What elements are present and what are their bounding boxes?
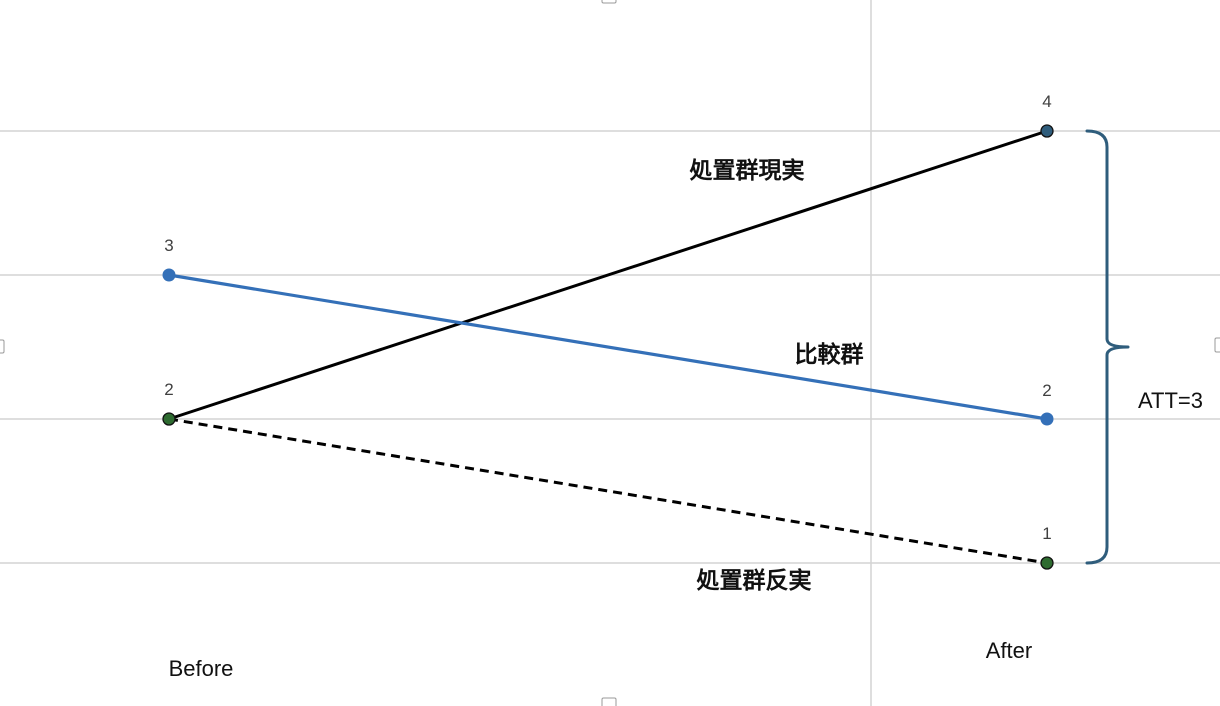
att-brace [1085, 129, 1130, 565]
resize-handle-left[interactable] [0, 339, 5, 354]
series-line-treated-actual [167, 129, 1049, 421]
point-label-comparison-after: 2 [1042, 381, 1051, 400]
x-tick-before: Before [169, 656, 234, 681]
point-label-treated-actual-after: 4 [1042, 92, 1051, 111]
x-tick-after: After [986, 638, 1032, 663]
marker-treated-actual-after [1040, 124, 1054, 138]
point-label-treated-before: 2 [164, 380, 173, 399]
point-label-counterfactual-after: 1 [1042, 524, 1051, 543]
marker-treated-counterfactual-after [1040, 556, 1054, 570]
series-label-treated-counterfactual: 処置群反実 [697, 567, 812, 594]
point-label-comparison-before: 3 [164, 236, 173, 255]
marker-comparison-before [162, 268, 176, 282]
series-label-comparison: 比較群 [795, 341, 864, 368]
resize-handle-bottom[interactable] [601, 697, 617, 706]
series-label-treated-actual: 処置群現実 [690, 157, 805, 184]
series-line-comparison [167, 273, 1049, 421]
series-layer [167, 129, 1049, 565]
att-label: ATT=3 [1138, 388, 1203, 413]
series-line-treated-counterfactual [168, 417, 1048, 565]
marker-comparison-after [1040, 412, 1054, 426]
resize-handle-right[interactable] [1214, 337, 1220, 353]
marker-treated-before [162, 412, 176, 426]
resize-handle-top[interactable] [601, 0, 617, 4]
marker-layer [162, 124, 1054, 570]
